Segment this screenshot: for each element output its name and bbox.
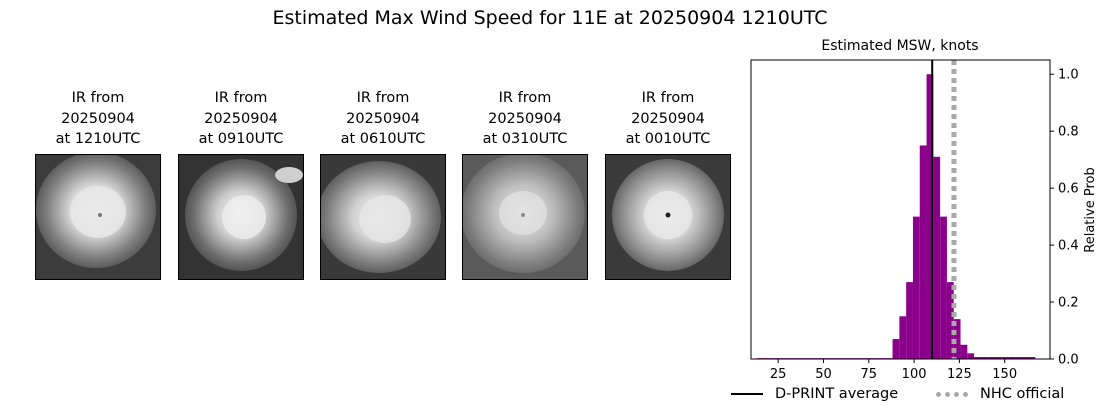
histogram-bar <box>899 316 907 359</box>
caption-date: 20250904 <box>631 110 705 127</box>
y-axis-label: Relative Prob <box>1083 167 1098 252</box>
caption-time: at 0010UTC <box>625 131 711 147</box>
ir-image <box>605 153 731 280</box>
caption-line: IR from <box>356 90 410 106</box>
caption-date: 20250904 <box>61 110 135 127</box>
reference-lines <box>931 60 957 359</box>
ir-panel-caption: IR from 20250904 at 0610UTC <box>320 88 446 150</box>
x-axis: 25 50 75 100 125 150 <box>770 359 1017 382</box>
histogram-bar <box>974 357 981 359</box>
legend-nhc: NHC official <box>936 386 1064 402</box>
histogram-bar <box>940 216 947 359</box>
histogram-bar <box>933 156 941 359</box>
histogram-bar <box>1014 357 1022 359</box>
ir-image <box>35 153 161 280</box>
y-axis: 0.0 0.2 0.4 0.6 0.8 1.0 <box>1050 68 1079 368</box>
x-tick-label: 150 <box>992 367 1017 382</box>
histogram-bar <box>1021 357 1029 359</box>
ir-panel-2: IR from 20250904 at 0910UTC <box>178 88 304 280</box>
ir-image <box>462 153 588 280</box>
caption-line: IR from <box>498 90 552 106</box>
ir-panel-caption: IR from 20250904 at 0910UTC <box>178 88 304 150</box>
histogram-bar <box>906 282 913 359</box>
histogram-bar <box>919 145 927 359</box>
ir-panel-caption: IR from 20250904 at 1210UTC <box>35 88 161 150</box>
x-tick-label: 100 <box>902 367 927 382</box>
histogram-bar <box>1008 357 1015 359</box>
histogram-bar <box>892 339 900 359</box>
caption-date: 20250904 <box>346 110 420 127</box>
ir-panel-1: IR from 20250904 at 1210UTC <box>35 88 161 280</box>
x-tick-label: 50 <box>815 367 832 382</box>
y-tick-label: 0.8 <box>1058 125 1079 140</box>
caption-time: at 0610UTC <box>340 131 426 147</box>
ir-image <box>178 153 304 280</box>
caption-date: 20250904 <box>488 110 562 127</box>
ir-panel-5: IR from 20250904 at 0010UTC <box>605 88 731 280</box>
bars-layer <box>756 74 1036 359</box>
caption-time: at 0910UTC <box>198 131 284 147</box>
y-tick-label: 0.2 <box>1058 296 1079 311</box>
y-tick-label: 1.0 <box>1058 68 1079 83</box>
chart-title: Estimated MSW, knots <box>821 38 978 54</box>
histogram-bar <box>960 344 968 359</box>
main-title: Estimated Max Wind Speed for 11E at 2025… <box>272 7 828 29</box>
caption-time: at 1210UTC <box>55 131 141 147</box>
histogram-bar <box>946 282 954 359</box>
ir-panel-4: IR from 20250904 at 0310UTC <box>462 88 588 280</box>
histogram-bar <box>994 357 1002 359</box>
ir-panel-caption: IR from 20250904 at 0310UTC <box>462 88 588 150</box>
histogram-bar <box>912 216 920 359</box>
histogram-bar <box>967 353 975 359</box>
histogram-bar <box>1028 357 1036 359</box>
ir-image <box>320 153 446 280</box>
histogram-bar <box>1001 357 1009 359</box>
caption-date: 20250904 <box>204 110 278 127</box>
y-tick-label: 0.4 <box>1058 239 1079 254</box>
caption-time: at 0310UTC <box>482 131 568 147</box>
dprint-legend-label: D-PRINT average <box>775 386 899 402</box>
plot-frame <box>750 59 1051 360</box>
y-tick-label: 0.0 <box>1058 353 1079 368</box>
histogram-bar <box>987 357 995 359</box>
legend-dprint: D-PRINT average <box>731 386 898 402</box>
nhc-legend-label: NHC official <box>980 386 1065 402</box>
x-tick-label: 25 <box>770 367 787 382</box>
histogram-bar <box>980 357 988 359</box>
nhc-swatch <box>936 391 968 397</box>
histogram-bar <box>953 319 961 359</box>
x-tick-label: 125 <box>947 367 972 382</box>
ir-panel-3: IR from 20250904 at 0610UTC <box>320 88 446 280</box>
dprint-swatch <box>731 393 763 395</box>
histogram-bar <box>926 74 934 359</box>
caption-line: IR from <box>641 90 695 106</box>
y-tick-label: 0.6 <box>1058 182 1079 197</box>
caption-line: IR from <box>214 90 268 106</box>
ir-panel-caption: IR from 20250904 at 0010UTC <box>605 88 731 150</box>
caption-line: IR from <box>71 90 125 106</box>
x-tick-label: 75 <box>861 367 878 382</box>
